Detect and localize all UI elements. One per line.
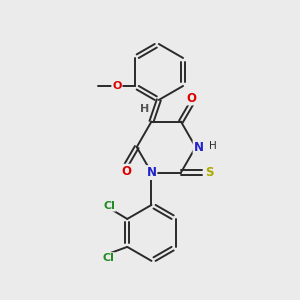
Text: Cl: Cl — [102, 253, 114, 263]
Text: O: O — [186, 92, 196, 104]
Text: H: H — [140, 104, 149, 114]
Text: Cl: Cl — [103, 201, 116, 211]
Text: S: S — [205, 166, 213, 179]
Text: H: H — [209, 141, 217, 151]
Text: O: O — [122, 165, 131, 178]
Text: O: O — [112, 81, 122, 91]
Text: N: N — [194, 141, 204, 154]
Text: N: N — [146, 166, 157, 179]
